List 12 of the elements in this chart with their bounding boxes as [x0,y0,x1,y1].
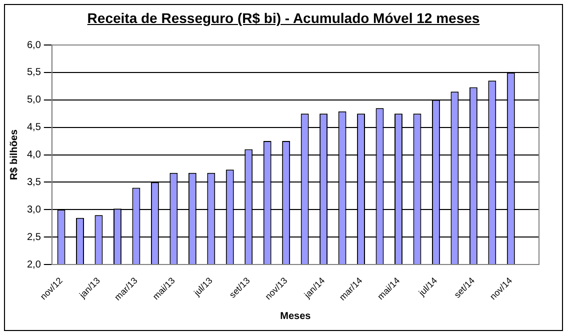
chart-title: Receita de Resseguro (R$ bi) - Acumulado Móvel 12 meses [86,10,481,26]
y-tick-label: 3,0 [26,204,42,216]
y-tick-label: 3,5 [26,176,42,188]
y-axis-title: R$ bilhões [8,129,20,180]
x-axis-title: Meses [280,310,312,322]
y-tick-label: 2,0 [26,259,42,270]
y-tick-label: 6,0 [26,40,42,51]
y-tick-label: 5,5 [26,67,42,78]
y-tick-label: 5,0 [26,94,42,106]
y-tick-label: 4,0 [26,150,42,161]
y-tick-label: 2,5 [26,232,42,243]
y-tick-label: 4,5 [26,122,42,134]
